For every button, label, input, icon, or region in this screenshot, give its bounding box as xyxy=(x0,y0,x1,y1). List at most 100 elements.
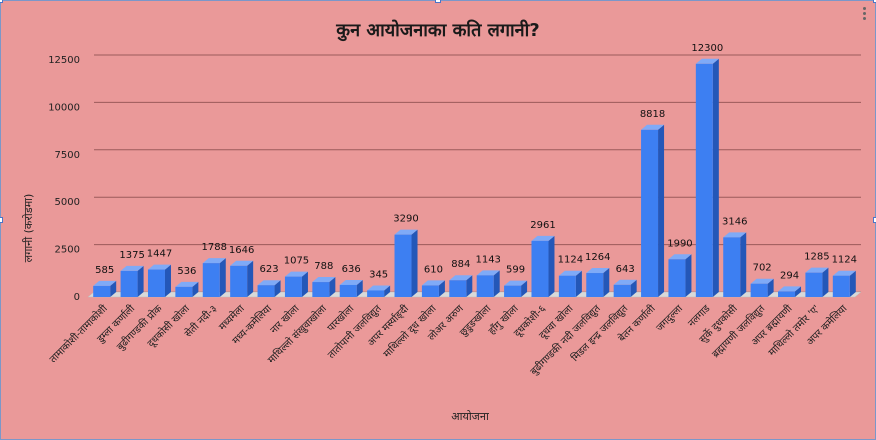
bar[interactable] xyxy=(613,279,637,297)
bar[interactable] xyxy=(394,229,418,297)
y-tick-label: 10000 xyxy=(48,102,80,113)
chart-title: कुन आयोजनाका कति लगानी? xyxy=(335,19,539,42)
data-label: 3146 xyxy=(722,216,747,227)
resize-handle-middle-left[interactable] xyxy=(0,217,3,223)
bar-front xyxy=(175,286,193,297)
bar-front xyxy=(312,282,330,297)
bar-top xyxy=(147,264,171,270)
y-axis-title: लगानी (करोडमा) xyxy=(22,194,35,263)
bar-front xyxy=(613,284,631,297)
bar-top xyxy=(778,286,802,292)
bar[interactable] xyxy=(312,277,336,297)
bar-front xyxy=(558,275,576,297)
bar[interactable] xyxy=(558,270,582,297)
bar[interactable] xyxy=(778,286,802,297)
data-label: 1285 xyxy=(804,252,829,263)
data-label: 1075 xyxy=(284,256,309,267)
bar[interactable] xyxy=(339,279,363,297)
bars xyxy=(93,58,856,298)
bar-top xyxy=(476,270,500,276)
bar-top xyxy=(750,278,774,284)
bar-top xyxy=(613,279,637,285)
bar-front xyxy=(695,63,713,298)
bar-front xyxy=(531,240,549,297)
bar[interactable] xyxy=(723,232,747,297)
data-label: 702 xyxy=(753,263,772,274)
bar[interactable] xyxy=(147,264,171,297)
resize-handle-top-left[interactable] xyxy=(0,0,3,3)
bar-side xyxy=(767,278,774,297)
bar-side xyxy=(274,280,281,297)
x-axis-labels: तामाकोशी-तामाकोशीडुम्ला कर्णालीबुढीगण्डक… xyxy=(47,302,850,378)
bar[interactable] xyxy=(93,280,117,297)
bar-front xyxy=(93,285,111,297)
bar[interactable] xyxy=(449,275,473,297)
bar-front xyxy=(504,285,522,297)
bar[interactable] xyxy=(504,280,528,297)
bar-side xyxy=(630,279,637,297)
bar-side xyxy=(466,275,473,297)
bar-side xyxy=(521,280,528,297)
bar-front xyxy=(586,273,604,297)
bar[interactable] xyxy=(668,254,692,297)
bar[interactable] xyxy=(641,124,665,297)
data-label: 345 xyxy=(369,269,388,280)
bar-front xyxy=(257,285,275,297)
bar-top xyxy=(586,268,610,274)
bar-side xyxy=(685,254,692,297)
bar-side xyxy=(110,280,117,297)
bar-front xyxy=(147,269,165,297)
bar-front xyxy=(750,283,768,297)
data-label: 643 xyxy=(616,264,635,275)
bar[interactable] xyxy=(202,258,226,297)
data-label: 1447 xyxy=(147,249,172,260)
bar[interactable] xyxy=(175,281,199,297)
bar[interactable] xyxy=(120,265,144,297)
bar-top xyxy=(805,267,829,273)
bar-side xyxy=(740,232,747,297)
data-label: 1375 xyxy=(119,250,144,261)
x-axis-title: आयोजना xyxy=(451,410,489,423)
bar[interactable] xyxy=(367,285,391,297)
bar[interactable] xyxy=(421,280,445,297)
y-tick-label: 5000 xyxy=(55,197,80,208)
bar-front xyxy=(641,129,659,297)
bar[interactable] xyxy=(805,267,829,297)
data-label: 1646 xyxy=(229,245,254,256)
resize-handle-middle-right[interactable] xyxy=(873,217,876,223)
data-label: 636 xyxy=(342,264,361,275)
bar[interactable] xyxy=(531,235,555,297)
bar-side xyxy=(822,267,829,297)
bar-top xyxy=(394,229,418,235)
resize-handle-top-center[interactable] xyxy=(435,0,441,3)
bar-front xyxy=(805,272,823,297)
bar[interactable] xyxy=(750,278,774,297)
bar-side xyxy=(548,235,555,297)
bar-front xyxy=(394,234,412,297)
bar-top xyxy=(367,285,391,291)
bar-front xyxy=(230,265,248,297)
bar[interactable] xyxy=(476,270,500,297)
data-label: 585 xyxy=(95,265,114,276)
data-label: 12300 xyxy=(691,43,723,54)
bar-side xyxy=(219,258,226,297)
y-tick-label: 2500 xyxy=(55,245,80,256)
bar[interactable] xyxy=(230,260,254,297)
more-options-icon[interactable] xyxy=(860,6,868,22)
bar-front xyxy=(339,284,357,297)
bar[interactable] xyxy=(832,270,856,297)
bar-top xyxy=(695,58,719,64)
bar[interactable] xyxy=(695,58,719,298)
bar-top xyxy=(175,281,199,287)
bar-top xyxy=(504,280,528,286)
bar-top xyxy=(339,279,363,285)
bar[interactable] xyxy=(257,280,281,297)
bar[interactable] xyxy=(586,268,610,297)
x-tick-label: छुडुङखोला xyxy=(457,302,493,338)
bar[interactable] xyxy=(284,271,308,297)
data-label: 1124 xyxy=(832,255,857,266)
bar-top xyxy=(284,271,308,277)
bar-side xyxy=(603,268,610,297)
data-label: 1788 xyxy=(202,242,227,253)
resize-handle-top-right[interactable] xyxy=(873,0,876,3)
